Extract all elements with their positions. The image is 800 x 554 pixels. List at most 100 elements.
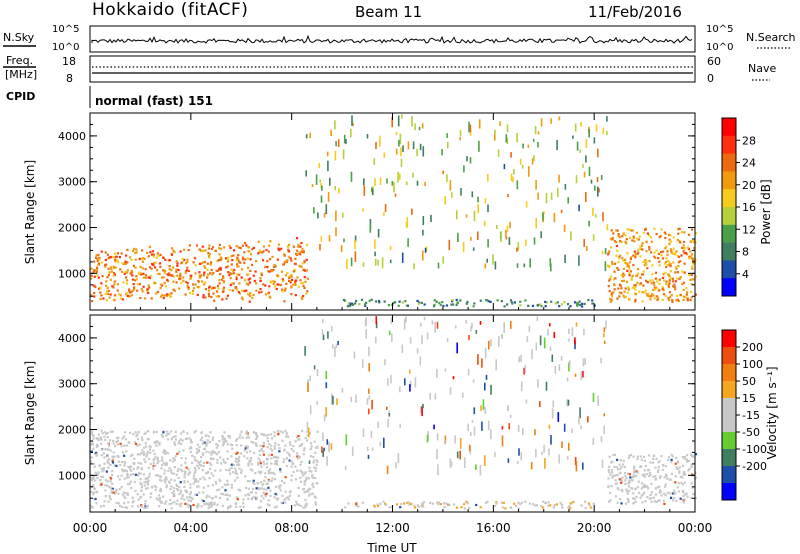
- data-pixel: [188, 447, 191, 450]
- data-pixel: [138, 443, 141, 446]
- data-pixel: [304, 269, 307, 272]
- data-pixel: [95, 270, 99, 273]
- data-pixel: [664, 294, 667, 297]
- colorbar-segment: [722, 364, 736, 382]
- data-pixel: [642, 473, 645, 476]
- data-pixel: [182, 279, 185, 282]
- data-pixel: [662, 463, 665, 467]
- data-pixel: [665, 260, 668, 264]
- data-pixel: [208, 289, 211, 292]
- data-streak: [533, 237, 536, 245]
- data-pixel: [644, 289, 647, 292]
- data-pixel: [635, 470, 638, 473]
- data-pixel: [608, 279, 611, 282]
- data-pixel: [686, 299, 689, 302]
- colorbar-segment: [722, 135, 736, 155]
- data-streak: [399, 173, 401, 180]
- data-pixel: [567, 506, 570, 509]
- data-pixel: [278, 450, 281, 453]
- data-pixel: [112, 451, 115, 454]
- data-pixel: [288, 454, 291, 457]
- data-pixel: [635, 474, 638, 477]
- data-pixel: [297, 252, 300, 255]
- data-pixel: [100, 505, 103, 508]
- data-pixel: [197, 480, 200, 483]
- data-pixel: [197, 449, 200, 452]
- data-pixel: [619, 478, 622, 481]
- data-streak: [308, 460, 311, 464]
- data-streak: [604, 261, 607, 272]
- data-pixel: [288, 275, 291, 278]
- data-pixel: [694, 497, 697, 500]
- data-pixel: [173, 494, 176, 497]
- data-pixel: [182, 248, 186, 251]
- data-pixel: [235, 505, 238, 508]
- data-pixel: [267, 472, 270, 475]
- data-pixel: [640, 482, 644, 485]
- data-pixel: [160, 276, 164, 279]
- data-pixel: [244, 447, 247, 450]
- data-pixel: [187, 504, 191, 507]
- data-pixel: [112, 299, 116, 302]
- data-pixel: [169, 459, 172, 462]
- data-pixel: [178, 440, 181, 443]
- data-pixel: [168, 467, 171, 470]
- data-streak: [389, 259, 392, 264]
- data-pixel: [140, 504, 143, 507]
- data-pixel: [115, 489, 118, 492]
- data-pixel: [203, 447, 206, 450]
- data-pixel: [201, 453, 204, 456]
- data-pixel: [186, 496, 189, 499]
- data-pixel: [686, 291, 689, 294]
- data-pixel: [620, 481, 623, 484]
- data-pixel: [681, 483, 684, 486]
- data-streak: [523, 367, 525, 375]
- data-pixel: [158, 494, 161, 497]
- data-pixel: [298, 438, 301, 441]
- data-pixel: [260, 487, 263, 490]
- data-pixel: [668, 238, 671, 241]
- data-pixel: [279, 430, 282, 433]
- data-pixel: [140, 436, 144, 439]
- data-streak: [323, 212, 326, 218]
- data-pixel: [269, 240, 272, 243]
- data-pixel: [182, 449, 185, 452]
- data-pixel: [222, 436, 225, 439]
- data-pixel: [122, 470, 125, 473]
- data-pixel: [634, 253, 637, 256]
- data-pixel: [92, 478, 95, 481]
- data-pixel: [667, 298, 671, 301]
- data-pixel: [251, 487, 254, 491]
- data-pixel: [247, 278, 250, 281]
- data-pixel: [186, 285, 189, 288]
- data-pixel: [185, 503, 188, 506]
- data-pixel: [121, 270, 124, 273]
- data-pixel: [681, 464, 685, 468]
- data-streak: [543, 444, 545, 453]
- data-pixel: [152, 461, 155, 464]
- data-pixel: [110, 477, 113, 480]
- data-streak: [422, 403, 424, 409]
- data-streak: [535, 342, 538, 351]
- data-streak: [414, 123, 416, 131]
- data-pixel: [257, 470, 260, 473]
- data-streak: [335, 141, 337, 147]
- data-pixel: [670, 249, 673, 252]
- data-pixel: [179, 272, 182, 275]
- data-pixel: [220, 492, 223, 495]
- data-pixel: [288, 256, 291, 259]
- data-pixel: [394, 301, 397, 304]
- data-pixel: [414, 506, 417, 509]
- data-streak: [344, 466, 347, 471]
- data-pixel: [200, 431, 203, 435]
- data-pixel: [172, 249, 175, 252]
- data-pixel: [164, 481, 167, 484]
- data-pixel: [164, 258, 167, 261]
- data-pixel: [108, 462, 111, 465]
- data-pixel: [301, 443, 304, 446]
- data-pixel: [127, 501, 130, 504]
- data-pixel: [662, 289, 665, 292]
- data-pixel: [217, 269, 220, 272]
- data-pixel: [122, 491, 125, 494]
